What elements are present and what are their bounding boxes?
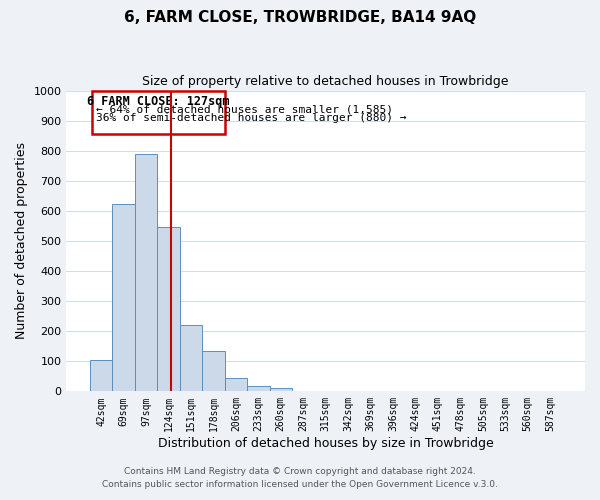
Bar (180, 325, 202, 392)
Bar (135, 154, 157, 392)
Text: 6 FARM CLOSE: 127sqm: 6 FARM CLOSE: 127sqm (87, 95, 230, 108)
Bar (92, 90, 224, 134)
Title: Size of property relative to detached houses in Trowbridge: Size of property relative to detached ho… (142, 75, 509, 88)
Text: 36% of semi-detached houses are larger (880) →: 36% of semi-detached houses are larger (… (95, 113, 406, 123)
Bar (112, 204, 135, 392)
Bar (202, 352, 224, 392)
Y-axis label: Number of detached properties: Number of detached properties (15, 142, 28, 340)
Text: Contains public sector information licensed under the Open Government Licence v.: Contains public sector information licen… (102, 480, 498, 489)
Bar (157, 227, 180, 392)
Bar (247, 386, 269, 392)
Text: ← 64% of detached houses are smaller (1,585): ← 64% of detached houses are smaller (1,… (95, 104, 392, 114)
Bar (224, 378, 247, 392)
X-axis label: Distribution of detached houses by size in Trowbridge: Distribution of detached houses by size … (158, 437, 494, 450)
Bar (90, 360, 112, 392)
Text: 6, FARM CLOSE, TROWBRIDGE, BA14 9AQ: 6, FARM CLOSE, TROWBRIDGE, BA14 9AQ (124, 10, 476, 25)
Text: Contains HM Land Registry data © Crown copyright and database right 2024.: Contains HM Land Registry data © Crown c… (124, 467, 476, 476)
Bar (269, 388, 292, 392)
